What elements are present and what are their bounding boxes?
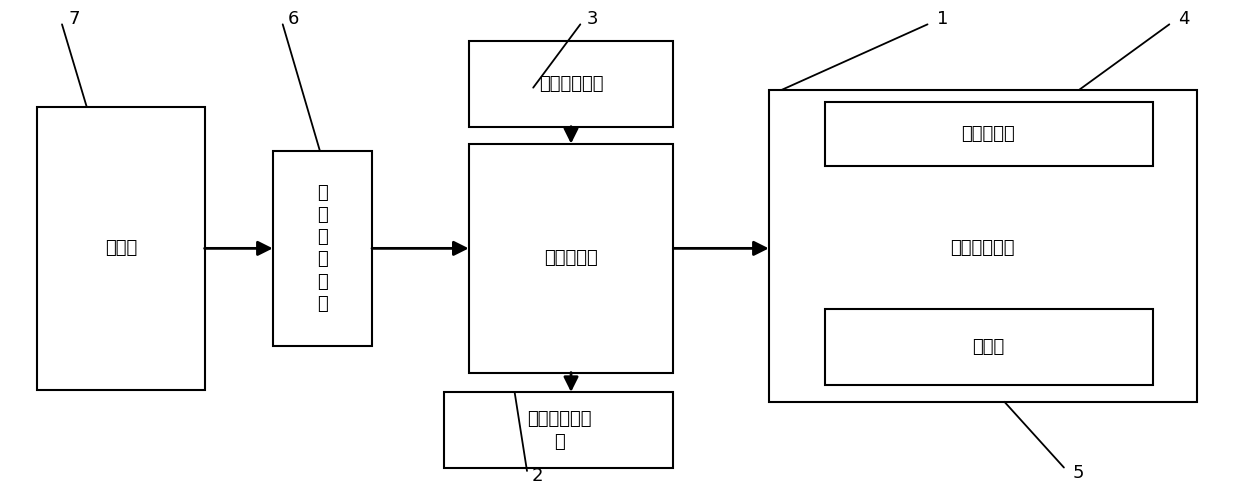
Text: 远近灯光控制
器: 远近灯光控制 器 [527,411,591,450]
FancyBboxPatch shape [273,151,372,346]
FancyBboxPatch shape [37,107,205,390]
Text: 显示器: 显示器 [972,338,1004,356]
FancyBboxPatch shape [444,392,673,468]
Text: 2: 2 [531,468,543,485]
FancyBboxPatch shape [825,309,1153,385]
Text: 4: 4 [1178,11,1190,28]
FancyBboxPatch shape [469,41,673,127]
Text: 红外夜视系统: 红外夜视系统 [950,240,1014,257]
Text: 视
频
输
入
接
口: 视 频 输 入 接 口 [317,184,327,313]
Text: 6: 6 [288,11,300,28]
Text: 5: 5 [1073,465,1085,482]
Text: 图像处理器: 图像处理器 [544,249,598,267]
Text: 红外摄像头: 红外摄像头 [961,125,1016,143]
FancyBboxPatch shape [825,102,1153,166]
Text: 7: 7 [68,11,81,28]
Text: 1: 1 [936,11,949,28]
FancyBboxPatch shape [469,144,673,373]
FancyBboxPatch shape [769,90,1197,402]
Text: 摄像头: 摄像头 [104,240,138,257]
Text: 语音提示模块: 语音提示模块 [538,75,604,93]
Text: 3: 3 [587,11,599,28]
